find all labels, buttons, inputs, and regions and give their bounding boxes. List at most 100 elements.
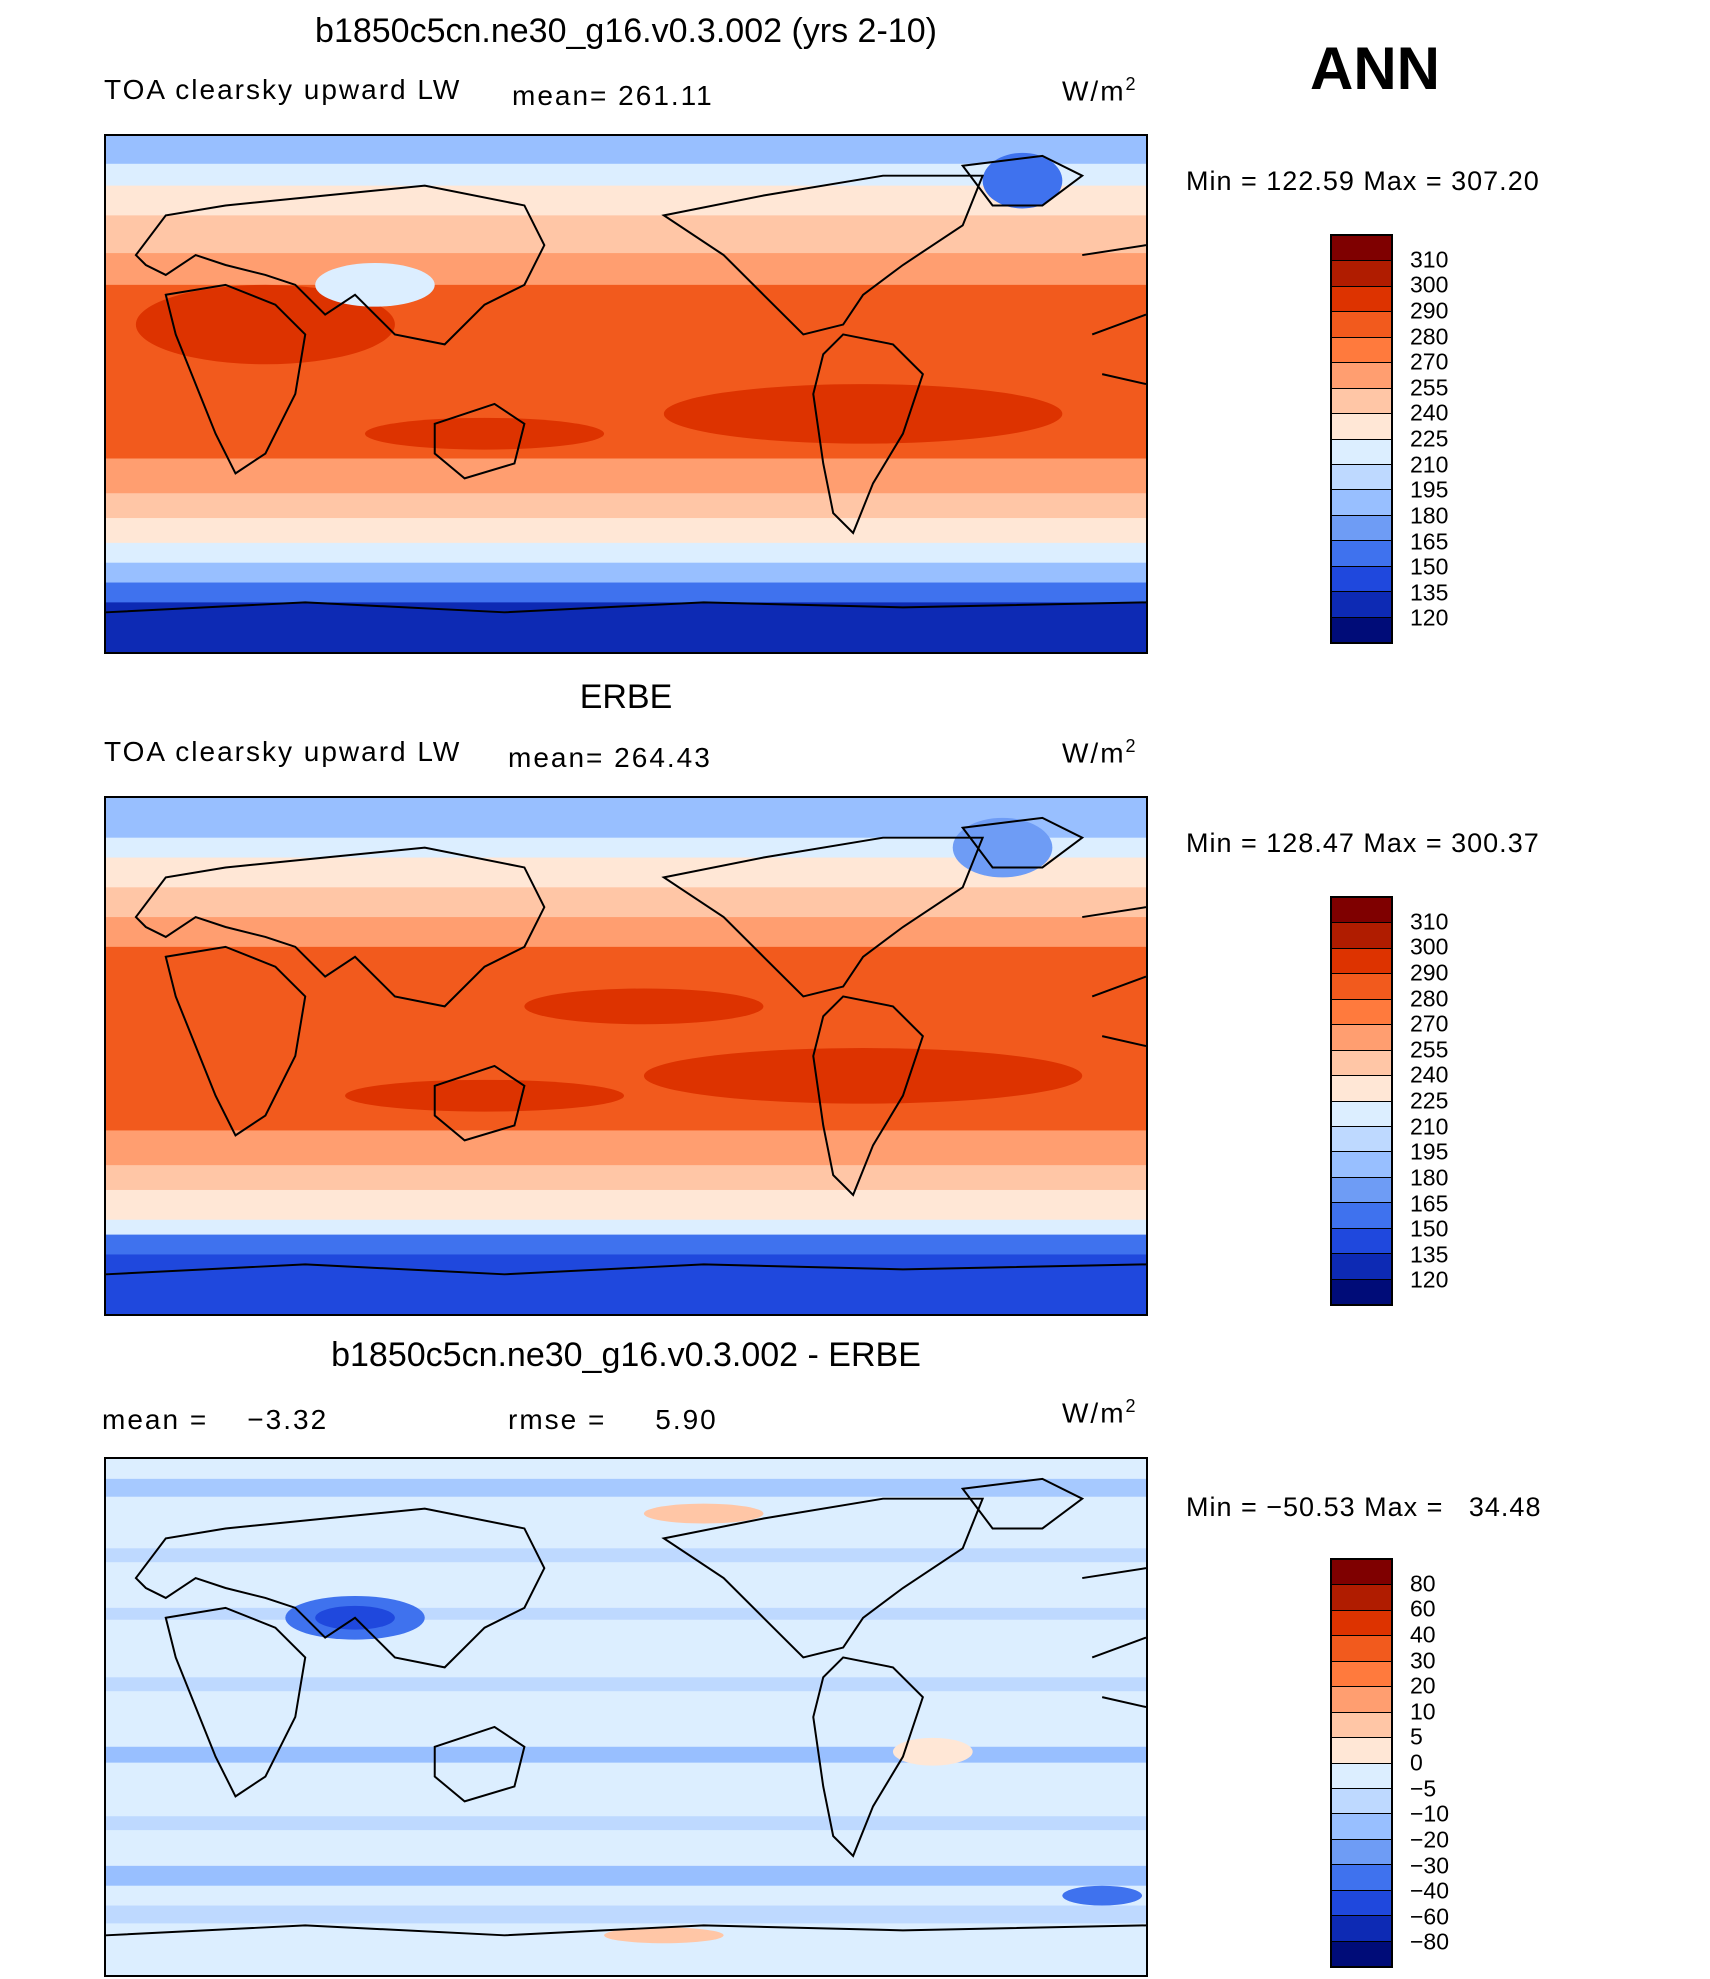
colorbar-tick-label: 225 [1410,425,1449,452]
colorbar-swatch [1332,592,1391,618]
colorbar-tick-label: 165 [1410,1190,1449,1216]
panel-1-units: W/m2 [1062,74,1138,107]
diff-band [106,1746,1146,1763]
panel-3-map-svg [106,1459,1146,1975]
warm-pool-pacific [663,384,1063,444]
colorbar-tick-label: 290 [1410,959,1449,986]
panel-1-map [104,134,1148,654]
colorbar-swatch [1332,464,1391,491]
diff-band [106,1548,1146,1563]
panel-3-map [104,1457,1148,1977]
panel-3-units: W/m2 [1062,1396,1138,1429]
colorbar-tick-label: 135 [1410,579,1449,606]
north-pacific-positive [643,1503,764,1524]
colorbar-swatch [1332,923,1391,949]
colorbar-tick-label: 255 [1410,1036,1449,1063]
colorbar-swatch [1332,1636,1391,1662]
colorbar-tick-label: 135 [1410,1241,1449,1268]
colorbar-swatch [1332,1560,1391,1586]
warm-pool-pacific [643,1048,1083,1104]
colorbar-tick-label: 195 [1410,1138,1449,1165]
colorbar-tick-label: 180 [1410,1164,1449,1191]
colorbar-tick-label: 280 [1410,985,1449,1011]
band-south-salmon [106,1130,1146,1171]
colorbar-swatch [1332,312,1391,338]
warm-pool-north-pacific [524,988,764,1025]
colorbar-tick-label: 120 [1410,1266,1449,1293]
colorbar-swatch [1332,1279,1391,1304]
map-background [106,1459,1146,1975]
panel-3-min-max: Min = −50.53 Max = 34.48 [1186,1492,1542,1522]
antarctic-positive [604,1927,724,1944]
panel-3-colorbar [1330,1558,1393,1968]
colorbar-swatch [1332,337,1391,364]
warm-pool-indian [345,1079,625,1112]
colorbar-swatch [1332,1941,1391,1966]
colorbar-tick-label: 10 [1410,1698,1436,1725]
colorbar-swatch [1332,1610,1391,1637]
colorbar-tick-label: −60 [1410,1903,1450,1930]
panel-1-mean-label: mean= 261.11 [512,80,714,111]
colorbar-swatch [1332,286,1391,313]
colorbar-tick-label: 150 [1410,1215,1449,1242]
colorbar-tick-label: 240 [1410,1061,1449,1088]
panel-2-title: ERBE [579,678,673,716]
tibet-cold [315,263,435,307]
colorbar-swatch [1332,439,1391,465]
colorbar-swatch [1332,1661,1391,1688]
panel-2-mean-label: mean= 264.43 [508,742,712,773]
colorbar-swatch [1332,1126,1391,1153]
colorbar-swatch [1332,490,1391,516]
colorbar-swatch [1332,1839,1391,1866]
diff-band [106,1478,1146,1497]
colorbar-swatch [1332,566,1391,593]
colorbar-tick-label: −40 [1410,1877,1450,1904]
colorbar-tick-label: −5 [1410,1775,1437,1802]
colorbar-swatch [1332,1814,1391,1840]
colorbar-swatch [1332,261,1391,287]
colorbar-swatch [1332,1254,1391,1280]
colorbar-tick-label: 280 [1410,323,1449,349]
colorbar-swatch [1332,1763,1391,1789]
colorbar-swatch [1332,414,1391,440]
colorbar-swatch [1332,999,1391,1026]
colorbar-swatch [1332,1738,1391,1764]
colorbar-swatch [1332,1203,1391,1229]
greenland-cold [952,817,1053,878]
colorbar-tick-label: 240 [1410,399,1449,426]
colorbar-swatch [1332,1101,1391,1127]
coastlines [106,1477,1146,1937]
colorbar-tick-label: 300 [1410,271,1449,298]
season-label: ANN [1310,35,1440,102]
colorbar-swatch [1332,1177,1391,1204]
colorbar-swatch [1332,948,1391,975]
colorbar-swatch [1332,1890,1391,1917]
colorbar-swatch [1332,1152,1391,1178]
warm-pool-indian [365,417,605,450]
band-south-cream [106,518,1146,548]
colorbar-tick-label: −10 [1410,1800,1450,1827]
colorbar-tick-label: 30 [1410,1647,1436,1673]
colorbar-swatch [1332,1712,1391,1739]
colorbar-tick-label: −80 [1410,1928,1450,1955]
panel-1-map-svg [106,136,1146,652]
colorbar-tick-label: 270 [1410,348,1449,375]
south-america-positive [892,1737,973,1766]
panel-2-map [104,796,1148,1316]
panel-1-colorbar [1330,234,1393,644]
colorbar-swatch [1332,363,1391,389]
colorbar-swatch [1332,388,1391,415]
colorbar-swatch [1332,1916,1391,1942]
colorbar-tick-label: 165 [1410,528,1449,554]
panel-2-variable-label: TOA clearsky upward LW [104,736,462,767]
colorbar-swatch [1332,1788,1391,1815]
colorbar-swatch [1332,1687,1391,1713]
colorbar-tick-label: 310 [1410,908,1449,935]
colorbar-tick-label: 210 [1410,1113,1449,1140]
colorbar-tick-label: 20 [1410,1672,1436,1699]
colorbar-swatch [1332,1228,1391,1255]
diff-band [106,1905,1146,1924]
colorbar-swatch [1332,236,1391,262]
panel-1-min-max: Min = 122.59 Max = 307.20 [1186,166,1540,196]
colorbar-swatch [1332,898,1391,924]
